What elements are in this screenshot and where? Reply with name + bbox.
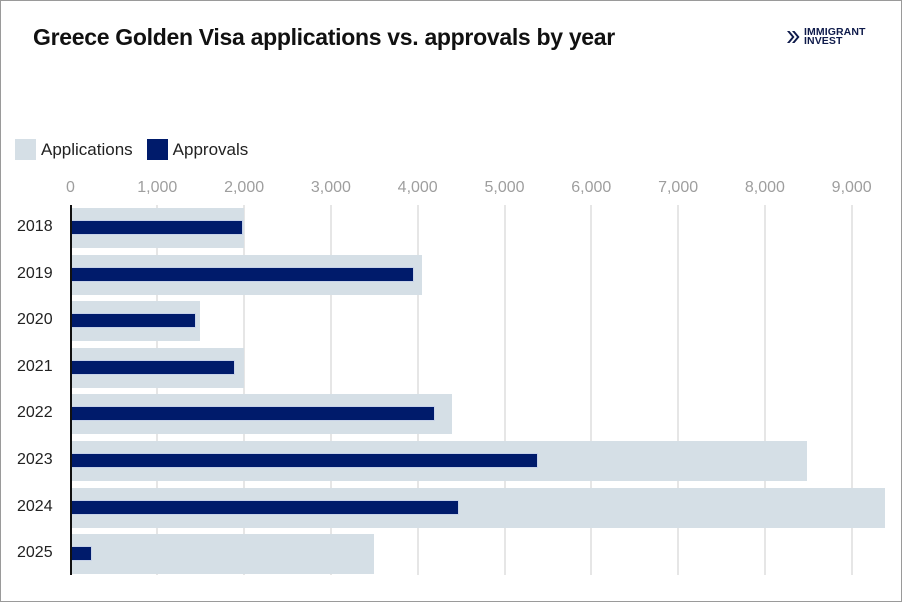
y-category-label: 2020 [17,311,53,329]
gridline [590,205,593,575]
bar-applications-2025[interactable] [70,534,375,575]
legend-item-approvals[interactable]: Approvals [146,139,249,160]
y-category-label: 2022 [17,404,53,422]
x-tick-label: 1,000 [137,179,178,196]
gridline [329,205,332,575]
x-tick-label: 3,000 [310,179,351,196]
gridline [503,205,506,575]
brand-logo: IMMIGRANT INVEST [786,26,866,47]
logo-line-1: IMMIGRANT [804,26,866,38]
legend-label-applications: Applications [41,139,133,159]
gridline [763,205,766,575]
x-tick-label: 2,000 [224,179,265,196]
y-category-label: 2021 [17,357,53,375]
bar-approvals-2018[interactable] [70,220,244,235]
chart-title: Greece Golden Visa applications vs. appr… [33,24,615,50]
double-chevron-right-icon [787,31,800,43]
gridline [850,205,853,575]
legend-item-applications[interactable]: Applications [15,139,133,160]
x-tick-label: 9,000 [831,179,872,196]
y-category-label: 2023 [17,451,53,468]
bar-approvals-2025[interactable] [70,546,93,562]
y-category-label: 2025 [17,544,53,562]
y-category-label: 2018 [17,218,53,235]
x-tick-label: 8,000 [744,179,785,196]
y-category-label: 2024 [17,497,53,515]
bar-approvals-2023[interactable] [70,453,539,468]
legend-swatch-approvals [146,139,168,160]
gridline [243,205,246,575]
logo-text: IMMIGRANT INVEST [804,26,866,47]
chart-legend: Applications Approvals [15,139,262,160]
legend-swatch-applications [15,139,36,160]
x-tick-label: 7,000 [658,179,699,196]
gridline [416,205,419,575]
bar-approvals-2021[interactable] [70,359,235,375]
logo-line-2: INVEST [804,35,843,47]
legend-label-approvals: Approvals [172,139,249,159]
y-category-label: 2019 [17,264,53,282]
gridline [156,205,159,575]
x-tick-label: 6,000 [571,179,612,196]
bar-approvals-2020[interactable] [70,313,196,329]
bar-approvals-2019[interactable] [70,266,415,282]
bar-approvals-2022[interactable] [70,406,436,422]
x-tick-label: 0 [66,179,75,196]
gridline [677,205,680,575]
bar-approvals-2024[interactable] [70,499,460,515]
y-axis-line [69,205,72,575]
x-tick-label: 4,000 [397,179,438,196]
x-tick-label: 5,000 [484,179,525,196]
